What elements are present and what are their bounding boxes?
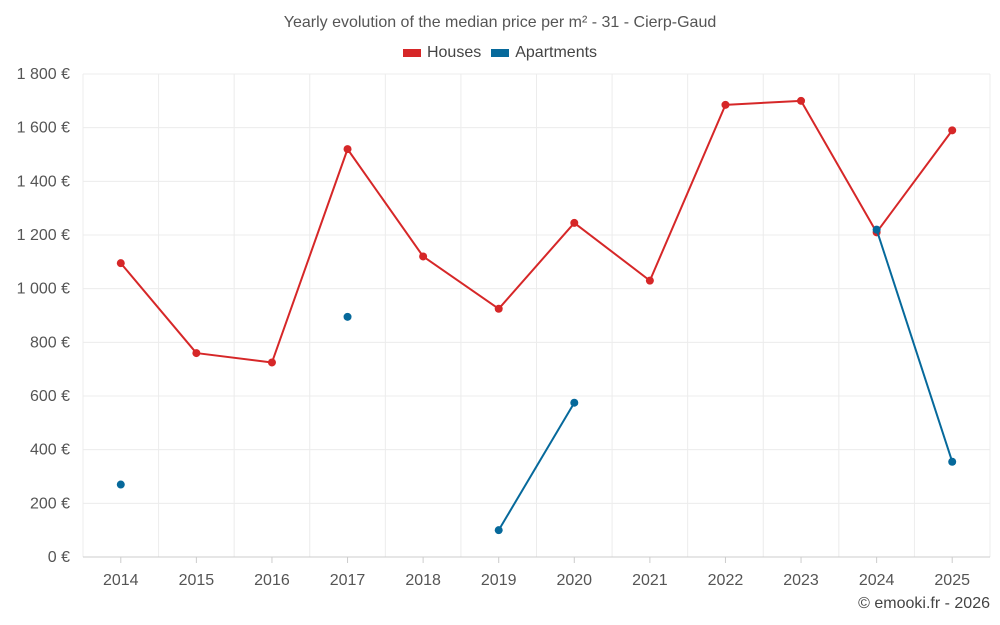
data-point-houses[interactable] bbox=[116, 259, 125, 268]
data-point-apartments[interactable] bbox=[494, 526, 503, 535]
data-point-apartments[interactable] bbox=[116, 480, 125, 489]
y-tick-label: 1 200 € bbox=[17, 227, 70, 244]
data-point-apartments[interactable] bbox=[948, 457, 957, 466]
chart-legend: Houses Apartments bbox=[0, 44, 1000, 62]
copyright-credit: © emooki.fr - 2026 bbox=[858, 595, 990, 612]
x-tick-label: 2024 bbox=[859, 572, 895, 589]
series-line-apartments bbox=[875, 229, 954, 463]
data-point-houses[interactable] bbox=[419, 252, 428, 261]
data-point-apartments[interactable] bbox=[570, 398, 579, 407]
data-point-apartments[interactable] bbox=[343, 312, 352, 321]
y-tick-label: 200 € bbox=[30, 495, 70, 512]
legend-item-houses[interactable]: Houses bbox=[402, 44, 482, 62]
x-tick-label: 2014 bbox=[103, 572, 139, 589]
legend-item-apartments[interactable]: Apartments bbox=[491, 44, 597, 62]
data-point-houses[interactable] bbox=[267, 358, 276, 367]
x-tick-label: 2023 bbox=[783, 572, 819, 589]
x-tick-label: 2019 bbox=[481, 572, 517, 589]
series-line-apartments bbox=[497, 402, 576, 531]
x-tick-label: 2017 bbox=[330, 572, 366, 589]
x-tick-label: 2021 bbox=[632, 572, 668, 589]
legend-swatch-apartments bbox=[491, 49, 510, 57]
data-point-houses[interactable] bbox=[192, 349, 201, 358]
y-tick-label: 1 000 € bbox=[17, 281, 70, 298]
data-point-houses[interactable] bbox=[721, 100, 730, 109]
x-tick-label: 2016 bbox=[254, 572, 290, 589]
x-tick-label: 2025 bbox=[934, 572, 970, 589]
data-point-houses[interactable] bbox=[494, 304, 503, 313]
data-point-houses[interactable] bbox=[948, 126, 957, 135]
data-point-houses[interactable] bbox=[645, 276, 654, 285]
y-tick-label: 1 800 € bbox=[17, 66, 70, 83]
chart-title: Yearly evolution of the median price per… bbox=[283, 14, 717, 31]
legend-label-apartments: Apartments bbox=[515, 44, 598, 61]
y-tick-label: 0 € bbox=[48, 549, 70, 566]
x-tick-label: 2015 bbox=[179, 572, 215, 589]
x-tick-label: 2022 bbox=[708, 572, 744, 589]
data-point-houses[interactable] bbox=[570, 218, 579, 227]
y-tick-label: 1 400 € bbox=[17, 173, 70, 190]
legend-swatch-houses bbox=[402, 49, 421, 57]
data-point-houses[interactable] bbox=[797, 96, 806, 105]
y-tick-label: 1 600 € bbox=[17, 120, 70, 137]
y-tick-label: 400 € bbox=[30, 442, 70, 459]
x-tick-label: 2018 bbox=[405, 572, 441, 589]
x-tick-label: 2020 bbox=[556, 572, 592, 589]
legend-label-houses: Houses bbox=[426, 44, 482, 61]
y-tick-label: 600 € bbox=[30, 388, 70, 405]
data-point-houses[interactable] bbox=[343, 145, 352, 154]
data-point-apartments[interactable] bbox=[872, 225, 881, 234]
series-line-houses bbox=[120, 99, 954, 364]
y-tick-label: 800 € bbox=[30, 334, 70, 351]
